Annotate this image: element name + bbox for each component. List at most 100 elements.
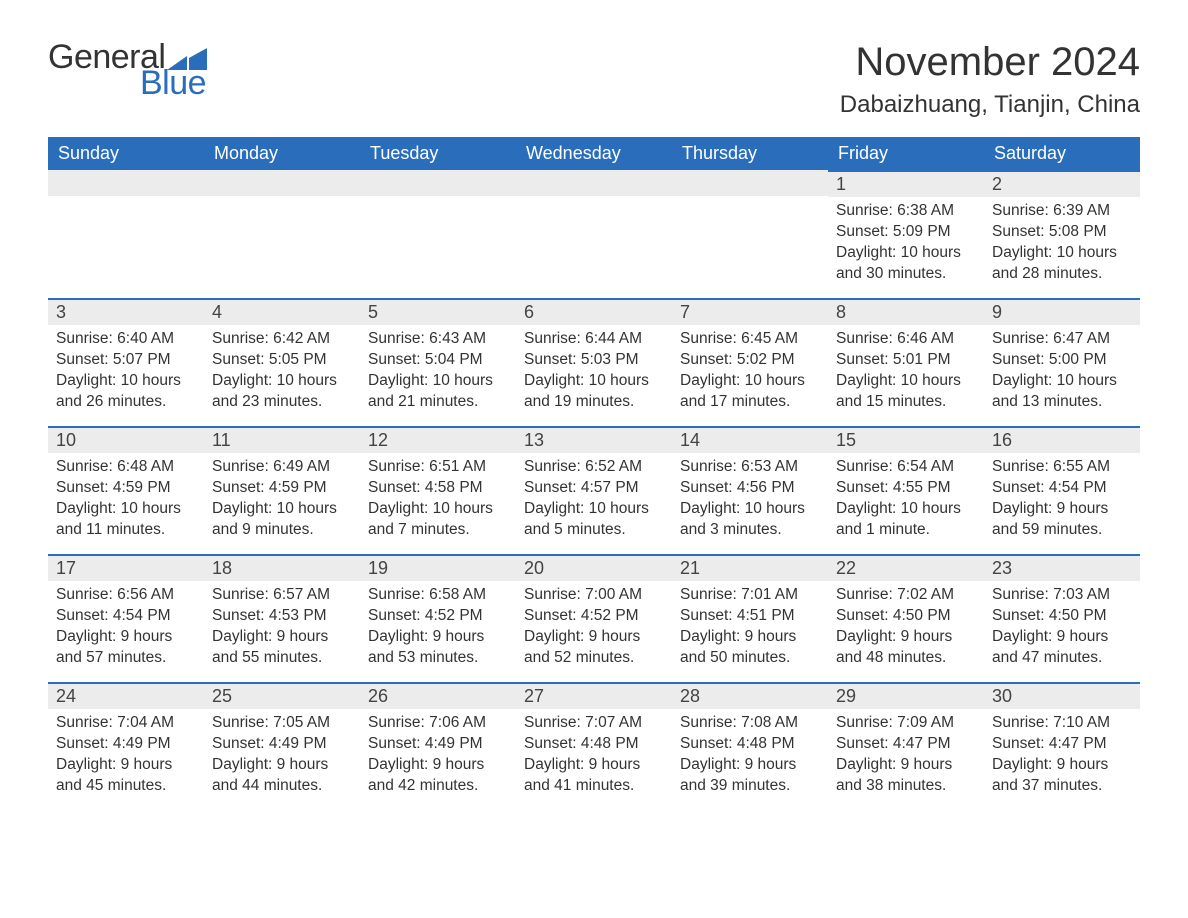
day-number-empty <box>204 170 360 196</box>
sunrise-text: Sunrise: 7:07 AM <box>524 713 664 734</box>
daylight-text: Daylight: 10 hours and 23 minutes. <box>212 371 352 413</box>
calendar-day-cell: 23Sunrise: 7:03 AMSunset: 4:50 PMDayligh… <box>984 554 1140 682</box>
daylight-text: Daylight: 9 hours and 42 minutes. <box>368 755 508 797</box>
sunset-text: Sunset: 5:07 PM <box>56 350 196 371</box>
sunrise-text: Sunrise: 6:39 AM <box>992 201 1132 222</box>
calendar-day-cell <box>204 170 360 298</box>
location: Dabaizhuang, Tianjin, China <box>840 91 1140 119</box>
daylight-text: Daylight: 9 hours and 45 minutes. <box>56 755 196 797</box>
weekday-header: Wednesday <box>516 137 672 170</box>
sunrise-text: Sunrise: 6:47 AM <box>992 329 1132 350</box>
daylight-text: Daylight: 9 hours and 38 minutes. <box>836 755 976 797</box>
day-number: 27 <box>516 682 672 709</box>
daylight-text: Daylight: 10 hours and 21 minutes. <box>368 371 508 413</box>
day-number: 20 <box>516 554 672 581</box>
daylight-text: Daylight: 10 hours and 28 minutes. <box>992 243 1132 285</box>
day-number: 10 <box>48 426 204 453</box>
day-body-empty <box>516 196 672 276</box>
flag-icon <box>167 48 207 70</box>
sunrise-text: Sunrise: 6:45 AM <box>680 329 820 350</box>
sunset-text: Sunset: 4:50 PM <box>992 606 1132 627</box>
daylight-text: Daylight: 10 hours and 1 minute. <box>836 499 976 541</box>
weekday-header: Friday <box>828 137 984 170</box>
day-number: 26 <box>360 682 516 709</box>
sunrise-text: Sunrise: 6:46 AM <box>836 329 976 350</box>
sunrise-text: Sunrise: 6:57 AM <box>212 585 352 606</box>
sunset-text: Sunset: 4:56 PM <box>680 478 820 499</box>
calendar-day-cell: 19Sunrise: 6:58 AMSunset: 4:52 PMDayligh… <box>360 554 516 682</box>
sunset-text: Sunset: 4:59 PM <box>56 478 196 499</box>
sunset-text: Sunset: 5:08 PM <box>992 222 1132 243</box>
calendar-day-cell: 26 Sunrise: 7:06 AMSunset: 4:49 PMDayligh… <box>360 682 516 810</box>
sunrise-text: Sunrise: 7:06 AM <box>368 713 508 734</box>
sunrise-text: Sunrise: 7:08 AM <box>680 713 820 734</box>
day-number: 29 <box>828 682 984 709</box>
calendar-day-cell: 21Sunrise: 7:01 AMSunset: 4:51 PMDayligh… <box>672 554 828 682</box>
sunset-text: Sunset: 5:09 PM <box>836 222 976 243</box>
day-body: Sunrise: 7:03 AMSunset: 4:50 PMDaylight:… <box>984 581 1140 677</box>
sunrise-text: Sunrise: 6:54 AM <box>836 457 976 478</box>
calendar-day-cell: 3Sunrise: 6:40 AMSunset: 5:07 PMDaylight… <box>48 298 204 426</box>
day-number: 18 <box>204 554 360 581</box>
calendar-day-cell: 29Sunrise: 7:09 AMSunset: 4:47 PMDayligh… <box>828 682 984 810</box>
day-body: Sunrise: 6:38 AMSunset: 5:09 PMDaylight:… <box>828 197 984 293</box>
weekday-header: Thursday <box>672 137 828 170</box>
logo-text-blue: Blue <box>140 66 207 100</box>
day-body: Sunrise: 7:05 AMSunset: 4:49 PMDaylight:… <box>204 709 360 805</box>
daylight-text: Daylight: 9 hours and 41 minutes. <box>524 755 664 797</box>
daylight-text: Daylight: 9 hours and 59 minutes. <box>992 499 1132 541</box>
day-number: 21 <box>672 554 828 581</box>
calendar-day-cell: 5Sunrise: 6:43 AMSunset: 5:04 PMDaylight… <box>360 298 516 426</box>
day-number: 5 <box>360 298 516 325</box>
daylight-text: Daylight: 10 hours and 17 minutes. <box>680 371 820 413</box>
calendar-day-cell: 2Sunrise: 6:39 AMSunset: 5:08 PMDaylight… <box>984 170 1140 298</box>
calendar-day-cell: 27Sunrise: 7:07 AMSunset: 4:48 PMDayligh… <box>516 682 672 810</box>
calendar-week-row: 1Sunrise: 6:38 AMSunset: 5:09 PMDaylight… <box>48 170 1140 298</box>
calendar-day-cell <box>48 170 204 298</box>
weekday-header: Monday <box>204 137 360 170</box>
sunset-text: Sunset: 4:54 PM <box>56 606 196 627</box>
daylight-text: Daylight: 9 hours and 52 minutes. <box>524 627 664 669</box>
sunset-text: Sunset: 4:58 PM <box>368 478 508 499</box>
sunset-text: Sunset: 5:05 PM <box>212 350 352 371</box>
day-body: Sunrise: 6:58 AMSunset: 4:52 PMDaylight:… <box>360 581 516 677</box>
sunset-text: Sunset: 4:52 PM <box>524 606 664 627</box>
sunrise-text: Sunrise: 6:44 AM <box>524 329 664 350</box>
calendar-day-cell: 15Sunrise: 6:54 AMSunset: 4:55 PMDayligh… <box>828 426 984 554</box>
calendar-day-cell: 8Sunrise: 6:46 AMSunset: 5:01 PMDaylight… <box>828 298 984 426</box>
weekday-header: Saturday <box>984 137 1140 170</box>
day-body: Sunrise: 6:45 AMSunset: 5:02 PMDaylight:… <box>672 325 828 421</box>
calendar-week-row: 10Sunrise: 6:48 AMSunset: 4:59 PMDayligh… <box>48 426 1140 554</box>
sunset-text: Sunset: 4:49 PM <box>56 734 196 755</box>
day-number: 28 <box>672 682 828 709</box>
day-number: 1 <box>828 170 984 197</box>
weekday-header: Tuesday <box>360 137 516 170</box>
sunset-text: Sunset: 5:01 PM <box>836 350 976 371</box>
calendar-day-cell: 25Sunrise: 7:05 AMSunset: 4:49 PMDayligh… <box>204 682 360 810</box>
daylight-text: Daylight: 10 hours and 7 minutes. <box>368 499 508 541</box>
day-number: 9 <box>984 298 1140 325</box>
sunrise-text: Sunrise: 7:01 AM <box>680 585 820 606</box>
sunset-text: Sunset: 4:49 PM <box>368 734 508 755</box>
calendar-day-cell: 30Sunrise: 7:10 AMSunset: 4:47 PMDayligh… <box>984 682 1140 810</box>
title-block: November 2024 Dabaizhuang, Tianjin, Chin… <box>840 40 1140 119</box>
calendar-day-cell: 10Sunrise: 6:48 AMSunset: 4:59 PMDayligh… <box>48 426 204 554</box>
sunrise-text: Sunrise: 7:02 AM <box>836 585 976 606</box>
sunrise-text: Sunrise: 7:03 AM <box>992 585 1132 606</box>
sunrise-text: Sunrise: 6:55 AM <box>992 457 1132 478</box>
day-body: Sunrise: 6:53 AMSunset: 4:56 PMDaylight:… <box>672 453 828 549</box>
day-body: Sunrise: 7:07 AMSunset: 4:48 PMDaylight:… <box>516 709 672 805</box>
sunrise-text: Sunrise: 7:00 AM <box>524 585 664 606</box>
sunrise-text: Sunrise: 6:51 AM <box>368 457 508 478</box>
calendar-table: Sunday Monday Tuesday Wednesday Thursday… <box>48 137 1140 810</box>
sunset-text: Sunset: 4:48 PM <box>680 734 820 755</box>
day-body: Sunrise: 7:01 AMSunset: 4:51 PMDaylight:… <box>672 581 828 677</box>
calendar-day-cell <box>516 170 672 298</box>
calendar-day-cell: 12Sunrise: 6:51 AMSunset: 4:58 PMDayligh… <box>360 426 516 554</box>
day-body: Sunrise: 7:08 AMSunset: 4:48 PMDaylight:… <box>672 709 828 805</box>
daylight-text: Daylight: 9 hours and 44 minutes. <box>212 755 352 797</box>
sunrise-text: Sunrise: 6:58 AM <box>368 585 508 606</box>
day-body: Sunrise: 6:56 AMSunset: 4:54 PMDaylight:… <box>48 581 204 677</box>
daylight-text: Daylight: 10 hours and 30 minutes. <box>836 243 976 285</box>
day-body-empty <box>360 196 516 276</box>
